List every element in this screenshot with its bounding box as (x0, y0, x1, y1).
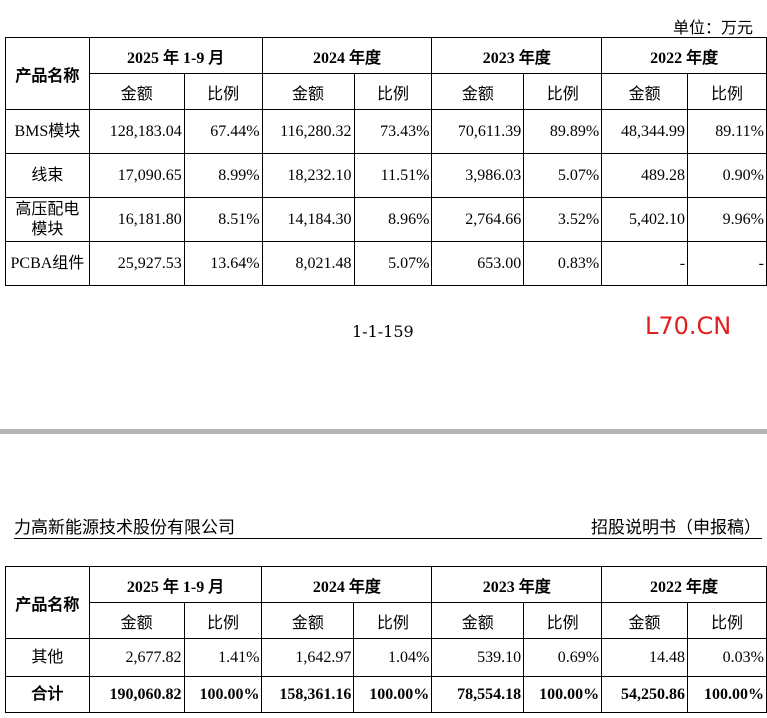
amount-cell: 14.48 (601, 638, 688, 677)
amount-cell: 5,402.10 (601, 197, 689, 242)
period-header: 2024 年度 (261, 566, 433, 603)
ratio-cell: 67.44% (183, 109, 263, 154)
amount-header: 金额 (261, 602, 355, 639)
ratio-header: 比例 (523, 73, 603, 110)
ratio-cell: 8.96% (353, 197, 433, 242)
ratio-header: 比例 (523, 602, 603, 639)
amount-cell: 2,764.66 (431, 197, 525, 242)
amount-cell: 1,642.97 (261, 638, 355, 677)
ratio-header: 比例 (353, 602, 433, 639)
ratio-header: 比例 (353, 73, 433, 110)
ratio-cell: 100.00% (523, 676, 603, 713)
amount-cell: 158,361.16 (261, 676, 355, 713)
ratio-cell: 100.00% (183, 676, 263, 713)
ratio-cell: 8.51% (183, 197, 263, 242)
ratio-cell: 0.83% (523, 241, 603, 286)
table-row: 其他 2,677.82 1.41% 1,642.97 1.04% 539.10 0.69% 1… (5, 638, 767, 677)
ratio-header: 比例 (687, 602, 767, 639)
ratio-cell: 5.07% (353, 241, 433, 286)
period-header: 2022 年度 (601, 37, 767, 74)
table-row: 线束 17,090.65 8.99% 18,232.10 11.51% 3,986.03 5… (5, 153, 767, 198)
page-divider (0, 429, 767, 434)
category-cell: PCBA组件 (5, 241, 90, 286)
ratio-cell: 1.41% (183, 638, 263, 677)
ratio-cell: 100.00% (353, 676, 433, 713)
category-cell: 合计 (5, 676, 90, 713)
period-header: 2023 年度 (431, 566, 603, 603)
amount-header: 金额 (601, 73, 689, 110)
amount-cell: 116,280.32 (261, 109, 355, 154)
period-header: 2025 年 1-9 月 (88, 37, 263, 74)
period-header: 2025 年 1-9 月 (88, 566, 263, 603)
category-cell: 其他 (5, 638, 90, 677)
page-number: 1-1-159 (352, 322, 414, 341)
amount-cell: 653.00 (431, 241, 525, 286)
amount-cell: 8,021.48 (261, 241, 355, 286)
ratio-cell: 8.99% (183, 153, 263, 198)
header-rule (14, 538, 762, 539)
amount-header: 金额 (88, 73, 185, 110)
amount-cell: 48,344.99 (601, 109, 689, 154)
ratio-cell: 11.51% (353, 153, 433, 198)
amount-header: 金额 (88, 602, 185, 639)
amount-cell: 16,181.80 (88, 197, 185, 242)
ratio-header: 比例 (687, 73, 767, 110)
amount-cell: 3,986.03 (431, 153, 525, 198)
amount-cell: 17,090.65 (88, 153, 185, 198)
category-header: 产品名称 (5, 566, 90, 639)
ratio-cell: 100.00% (687, 676, 767, 713)
ratio-cell: - (687, 241, 767, 286)
amount-cell: 78,554.18 (431, 676, 525, 713)
product-revenue-table: 产品名称 2025 年 1-9 月 2024 年度 2023 年度 2022 年… (5, 37, 767, 286)
ratio-cell: 9.96% (687, 197, 767, 242)
amount-cell: 539.10 (431, 638, 525, 677)
ratio-cell: 0.03% (687, 638, 767, 677)
amount-header: 金额 (431, 73, 525, 110)
watermark-logo: L70.CN (645, 312, 732, 340)
ratio-cell: 0.90% (687, 153, 767, 198)
amount-cell: 25,927.53 (88, 241, 185, 286)
category-cell: 高压配电模块 (5, 197, 90, 242)
amount-cell: - (601, 241, 689, 286)
document-type: 招股说明书（申报稿） (591, 518, 761, 538)
amount-header: 金额 (431, 602, 525, 639)
category-header: 产品名称 (5, 37, 90, 110)
ratio-cell: 89.89% (523, 109, 603, 154)
amount-cell: 14,184.30 (261, 197, 355, 242)
period-header: 2023 年度 (431, 37, 603, 74)
unit-label: 单位：万元 (672, 18, 753, 37)
ratio-header: 比例 (183, 73, 263, 110)
ratio-cell: 73.43% (353, 109, 433, 154)
amount-cell: 2,677.82 (88, 638, 185, 677)
ratio-cell: 13.64% (183, 241, 263, 286)
ratio-cell: 0.69% (523, 638, 603, 677)
table-row: PCBA组件 25,927.53 13.64% 8,021.48 5.07% 653.00… (5, 241, 767, 286)
amount-cell: 70,611.39 (431, 109, 525, 154)
ratio-cell: 3.52% (523, 197, 603, 242)
category-cell: 线束 (5, 153, 90, 198)
amount-cell: 489.28 (601, 153, 689, 198)
company-name: 力高新能源技术股份有限公司 (14, 518, 235, 538)
table-row: 高压配电模块 16,181.80 8.51% 14,184.30 8.96% 2,764.… (5, 197, 767, 242)
amount-header: 金额 (261, 73, 355, 110)
amount-cell: 128,183.04 (88, 109, 185, 154)
category-cell: BMS模块 (5, 109, 90, 154)
amount-cell: 190,060.82 (88, 676, 185, 713)
amount-cell: 18,232.10 (261, 153, 355, 198)
ratio-header: 比例 (183, 602, 263, 639)
amount-header: 金额 (601, 602, 688, 639)
table-row: BMS模块 128,183.04 67.44% 116,280.32 73.43% 70,… (5, 109, 767, 154)
ratio-cell: 5.07% (523, 153, 603, 198)
period-header: 2024 年度 (261, 37, 433, 74)
period-header: 2022 年度 (601, 566, 767, 603)
product-revenue-table-continued: 产品名称 2025 年 1-9 月 2024 年度 2023 年度 2022 年… (5, 566, 767, 713)
amount-cell: 54,250.86 (601, 676, 688, 713)
ratio-cell: 1.04% (353, 638, 433, 677)
ratio-cell: 89.11% (687, 109, 767, 154)
total-row: 合计 190,060.82 100.00% 158,361.16 100.00% 78,5… (5, 676, 767, 713)
